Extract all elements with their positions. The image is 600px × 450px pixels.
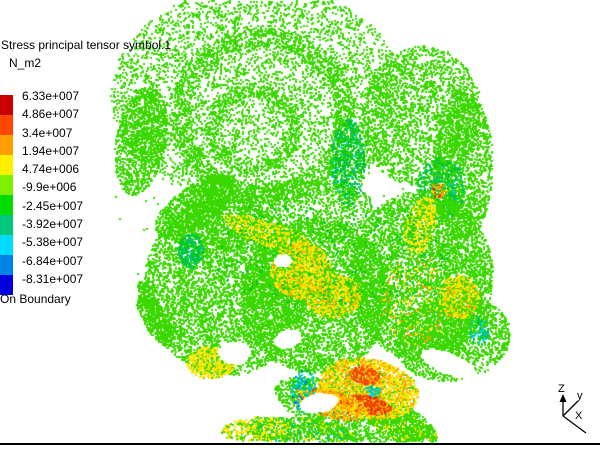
axis-z-label: Z: [558, 383, 565, 395]
legend-swatch: [0, 275, 13, 295]
legend-swatch: [0, 155, 13, 175]
legend-value: 1.94e+007: [22, 143, 80, 158]
axis-y-label: y: [577, 390, 583, 402]
legend-boundary-label: On Boundary: [0, 292, 71, 306]
legend-swatch: [0, 175, 13, 195]
legend-swatch: [0, 135, 13, 155]
legend-unit: N_m2: [9, 56, 42, 70]
legend-value: -3.92e+007: [22, 217, 84, 232]
axis-z-arrowhead: [559, 394, 567, 402]
axis-triad: Z y X: [558, 383, 587, 434]
legend-values: 6.33e+007 4.86e+007 3.4e+007 1.94e+007 4.74e…: [22, 87, 83, 288]
legend-swatch: [0, 95, 13, 115]
legend-value: 6.33e+007: [22, 89, 80, 103]
legend-value: 4.86e+007: [22, 107, 80, 122]
legend-value: -2.45e+007: [22, 198, 84, 213]
legend-value: -9.9e+006: [22, 180, 77, 195]
legend-color-bar: [0, 95, 13, 295]
axis-y-line: [562, 400, 579, 417]
legend-value: -8.31e+007: [22, 271, 84, 286]
axis-x-line: [562, 415, 587, 434]
legend-value: -5.38e+007: [22, 235, 84, 250]
legend-swatch: [0, 195, 13, 215]
axis-x-label: X: [575, 410, 583, 422]
legend-value: 4.74e+006: [22, 162, 80, 177]
legend-swatch: [0, 255, 13, 275]
legend-title: Stress principal tensor symbol.1: [1, 38, 172, 52]
bottom-border-line: [0, 443, 600, 445]
legend-value: 3.4e+007: [22, 125, 73, 140]
legend-swatch: [0, 235, 13, 255]
legend-swatch: [0, 115, 13, 135]
legend-swatch: [0, 215, 13, 235]
legend-value: -6.84e+007: [22, 253, 84, 268]
